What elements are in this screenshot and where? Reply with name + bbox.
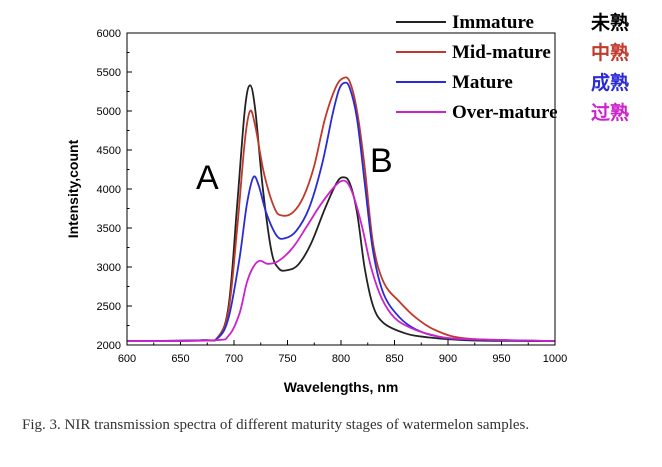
- y-tick-label: 4000: [97, 184, 121, 196]
- y-tick-label: 5000: [97, 106, 121, 118]
- series-line-mature: [126, 81, 556, 342]
- legend-label: Mature: [452, 72, 513, 93]
- legend-label: Over-mature: [452, 102, 558, 123]
- series-line-immature: [126, 84, 556, 342]
- figure-caption: Fig. 3. NIR transmission spectra of diff…: [22, 417, 530, 433]
- peak-label-a: A: [196, 159, 219, 197]
- legend-label: Immature: [452, 12, 534, 33]
- peak-label-b: B: [370, 142, 393, 180]
- y-tick-label: 6000: [97, 28, 121, 40]
- nir-spectra-chart: 2000 2500 3000 3500 4000 4500 5000 5500 6000 600…: [65, 11, 629, 395]
- x-tick-label: 600: [118, 353, 136, 365]
- x-axis-title: Wavelengths, nm: [284, 379, 399, 395]
- legend-label-zh: 成熟: [591, 71, 629, 94]
- x-tick-label: 750: [278, 353, 296, 365]
- x-tick-label: 850: [385, 353, 403, 365]
- plot-frame: [126, 32, 556, 346]
- legend-label-zh: 过熟: [591, 101, 629, 124]
- series-lines: [126, 76, 556, 342]
- x-axis-ticks: 600 650 700 750 800 850 900 950 1000: [118, 340, 567, 365]
- legend-label-zh: 未熟: [590, 11, 629, 34]
- y-axis-title: Intensity,count: [65, 139, 81, 238]
- legend-label: Mid-mature: [452, 42, 551, 63]
- y-tick-label: 2000: [97, 340, 121, 352]
- legend: Immature 未熟 Mid-mature 中熟 Mature 成熟 Over-matur…: [396, 11, 629, 124]
- x-tick-label: 700: [225, 353, 243, 365]
- legend-label-zh: 中熟: [591, 41, 629, 64]
- x-tick-label: 650: [171, 353, 189, 365]
- y-tick-label: 5500: [97, 67, 121, 79]
- x-tick-label: 950: [492, 353, 510, 365]
- y-axis-ticks: 2000 2500 3000 3500 4000 4500 5000 5500 6000: [97, 28, 132, 352]
- series-line-mid-mature: [126, 76, 556, 342]
- y-tick-label: 3500: [97, 223, 121, 235]
- x-tick-label: 800: [332, 353, 350, 365]
- y-tick-label: 4500: [97, 145, 121, 157]
- y-tick-label: 3000: [97, 262, 121, 274]
- y-tick-label: 2500: [97, 301, 121, 313]
- x-tick-label: 900: [439, 353, 457, 365]
- x-tick-label: 1000: [543, 353, 567, 365]
- series-line-over-mature: [126, 179, 556, 342]
